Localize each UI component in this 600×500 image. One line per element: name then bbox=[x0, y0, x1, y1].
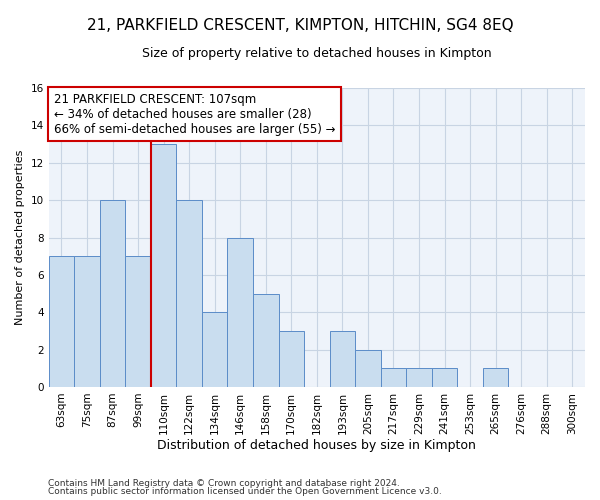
Bar bbox=[100, 200, 125, 387]
X-axis label: Distribution of detached houses by size in Kimpton: Distribution of detached houses by size … bbox=[157, 440, 476, 452]
Bar bbox=[483, 368, 508, 387]
Bar bbox=[355, 350, 380, 387]
Bar bbox=[380, 368, 406, 387]
Bar bbox=[432, 368, 457, 387]
Bar bbox=[49, 256, 74, 387]
Bar bbox=[278, 331, 304, 387]
Bar bbox=[227, 238, 253, 387]
Text: 21 PARKFIELD CRESCENT: 107sqm
← 34% of detached houses are smaller (28)
66% of s: 21 PARKFIELD CRESCENT: 107sqm ← 34% of d… bbox=[54, 92, 335, 136]
Title: Size of property relative to detached houses in Kimpton: Size of property relative to detached ho… bbox=[142, 48, 491, 60]
Bar bbox=[253, 294, 278, 387]
Bar bbox=[406, 368, 432, 387]
Bar bbox=[202, 312, 227, 387]
Bar bbox=[151, 144, 176, 387]
Text: 21, PARKFIELD CRESCENT, KIMPTON, HITCHIN, SG4 8EQ: 21, PARKFIELD CRESCENT, KIMPTON, HITCHIN… bbox=[86, 18, 514, 32]
Bar bbox=[74, 256, 100, 387]
Bar bbox=[329, 331, 355, 387]
Bar bbox=[125, 256, 151, 387]
Bar bbox=[176, 200, 202, 387]
Text: Contains public sector information licensed under the Open Government Licence v3: Contains public sector information licen… bbox=[48, 487, 442, 496]
Y-axis label: Number of detached properties: Number of detached properties bbox=[15, 150, 25, 325]
Text: Contains HM Land Registry data © Crown copyright and database right 2024.: Contains HM Land Registry data © Crown c… bbox=[48, 478, 400, 488]
